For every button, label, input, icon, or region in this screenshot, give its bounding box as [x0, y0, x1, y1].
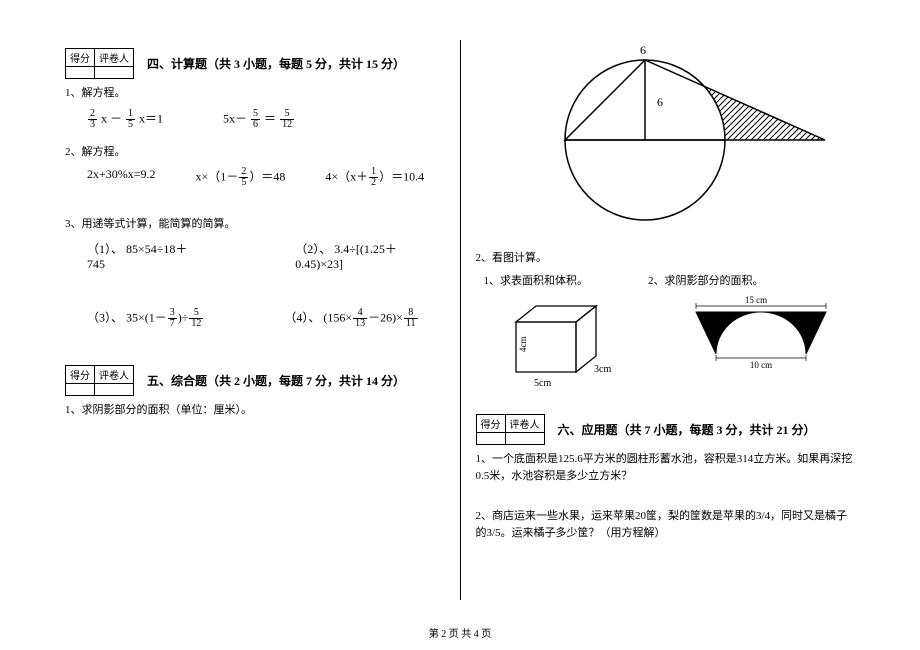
arch-top: 15 cm	[744, 295, 766, 305]
q4-3-row2: （3）、 35×(1－37)÷512 （4）、 (156×413－26)×811	[65, 308, 445, 329]
eq-4-2a: 2x+30%x=9.2	[87, 167, 156, 188]
score-box: 得分 评卷人	[65, 365, 134, 396]
left-column: 得分 评卷人 四、计算题（共 3 小题，每题 5 分，共计 15 分） 1、解方…	[50, 40, 461, 600]
score-box: 得分 评卷人	[476, 414, 545, 445]
eq-4-3-1: （1）、 85×54÷18＋745	[87, 240, 205, 272]
page-content: 得分 评卷人 四、计算题（共 3 小题，每题 5 分，共计 15 分） 1、解方…	[50, 40, 870, 600]
eq-4-3-2: （2）、 3.4÷[(1.25＋0.45)×23]	[295, 240, 444, 272]
cube-h: 4cm	[518, 336, 528, 352]
fig-radius-label: 6	[657, 95, 663, 109]
arch-bottom: 10 cm	[749, 360, 771, 370]
q4-1-equations: 23 x － 15 x＝1 5x－ 56 ＝ 512	[65, 109, 445, 130]
q4-3-label: 3、用递等式计算，能简算的简算。	[65, 216, 445, 234]
eq-4-2c: 4×（x＋12）＝10.4	[325, 167, 424, 188]
q4-2-label: 2、解方程。	[65, 144, 445, 162]
q5-1: 1、求阴影部分的面积（单位：厘米）。	[65, 402, 445, 420]
q5-2a: 1、求表面积和体积。	[484, 272, 589, 288]
section-6-title: 六、应用题（共 7 小题，每题 3 分，共计 21 分）	[558, 421, 816, 438]
fig-top-label: 6	[640, 43, 646, 57]
q4-1-label: 1、解方程。	[65, 85, 445, 103]
cube-w: 5cm	[534, 378, 551, 389]
q5-2b: 2、求阴影部分的面积。	[648, 272, 764, 288]
grader-label: 评卷人	[95, 365, 134, 383]
eq-4-1b: 5x－ 56 ＝ 512	[223, 109, 295, 130]
section-4-title: 四、计算题（共 3 小题，每题 5 分，共计 15 分）	[147, 55, 405, 72]
eq-4-3-3: （3）、 35×(1－37)÷512	[87, 308, 204, 329]
cube-d: 3cm	[594, 364, 611, 375]
q6-2: 2、商店运来一些水果，运来苹果20筐，梨的筐数是苹果的3/4，同时又是橘子的3/…	[476, 508, 856, 543]
eq-4-3-4: （4）、 (156×413－26)×811	[284, 308, 418, 329]
section-5-header: 得分 评卷人 五、综合题（共 2 小题，每题 7 分，共计 14 分）	[65, 365, 445, 396]
q5-2-subs: 1、求表面积和体积。 2、求阴影部分的面积。	[476, 272, 856, 288]
q6-1: 1、一个底面积是125.6平方米的圆柱形蓄水池，容积是314立方米。如果再深挖0…	[476, 451, 856, 486]
figures-row: 4cm 3cm 5cm 15 cm 10 cm	[476, 294, 856, 394]
right-column: 6 6 2、看图计算。 1、求表面积和体积。 2、求阴影部分的面积。 4cm 3…	[461, 40, 871, 600]
q4-2-equations: 2x+30%x=9.2 x×（1－25）＝48 4×（x＋12）＝10.4	[65, 167, 445, 188]
score-label: 得分	[66, 365, 95, 383]
grader-label: 评卷人	[95, 49, 134, 67]
section-5-title: 五、综合题（共 2 小题，每题 7 分，共计 14 分）	[147, 372, 405, 389]
score-label: 得分	[476, 414, 505, 432]
section-6-header: 得分 评卷人 六、应用题（共 7 小题，每题 3 分，共计 21 分）	[476, 414, 856, 445]
grader-label: 评卷人	[505, 414, 544, 432]
arch-figure: 15 cm 10 cm	[676, 294, 846, 374]
section-4-header: 得分 评卷人 四、计算题（共 3 小题，每题 5 分，共计 15 分）	[65, 48, 445, 79]
page-footer: 第 2 页 共 4 页	[0, 625, 920, 640]
eq-4-2b: x×（1－25）＝48	[196, 167, 286, 188]
q4-3-row1: （1）、 85×54÷18＋745 （2）、 3.4÷[(1.25＋0.45)×…	[65, 240, 445, 272]
score-label: 得分	[66, 49, 95, 67]
cuboid-figure: 4cm 3cm 5cm	[496, 294, 626, 394]
score-box: 得分 评卷人	[65, 48, 134, 79]
circle-triangle-figure: 6 6	[485, 40, 845, 240]
eq-4-1a: 23 x － 15 x＝1	[87, 109, 163, 130]
q5-2: 2、看图计算。	[476, 250, 856, 268]
